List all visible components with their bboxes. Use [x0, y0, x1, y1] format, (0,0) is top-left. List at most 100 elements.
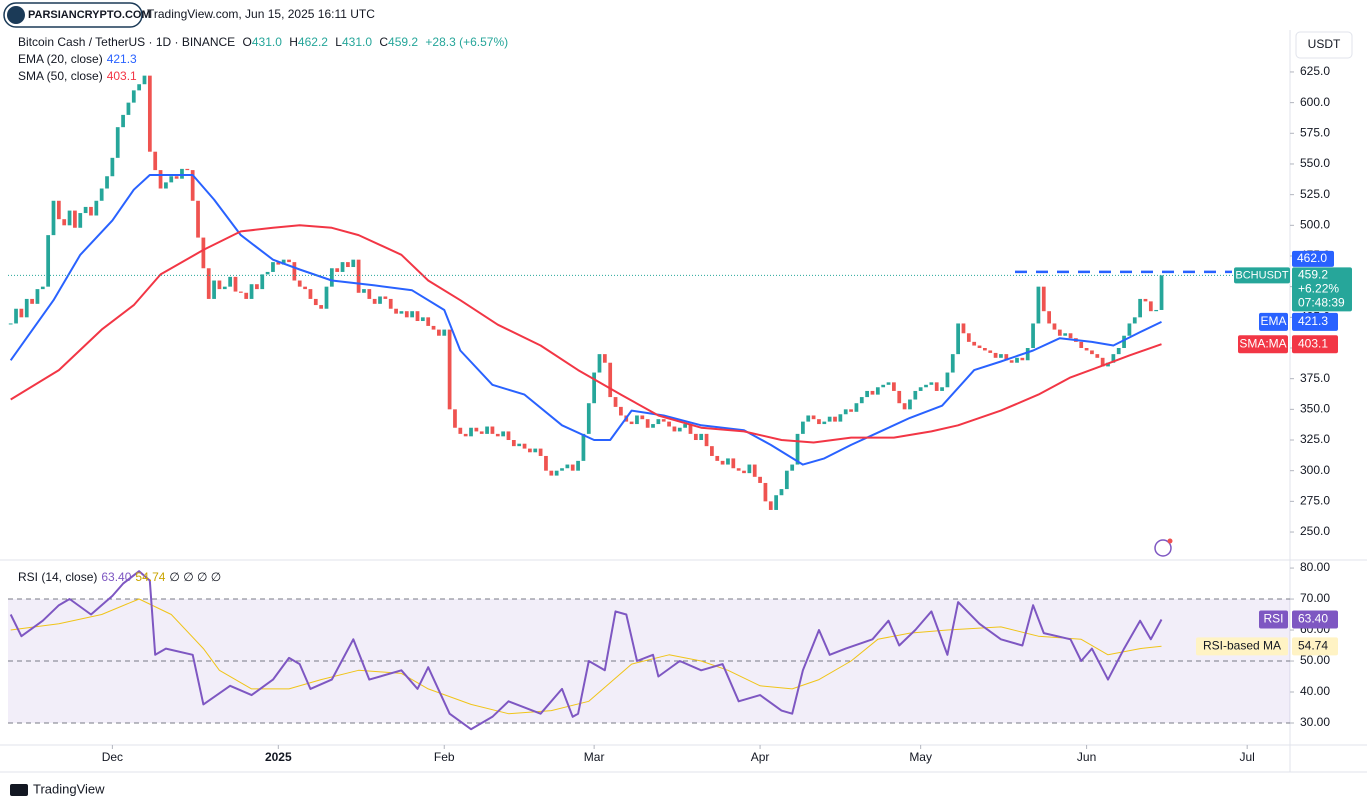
- price-tag: [1292, 637, 1338, 656]
- candle: [1159, 275, 1164, 310]
- tag-name-box: [1196, 637, 1288, 656]
- candle: [934, 382, 939, 391]
- candle: [367, 289, 372, 299]
- x-tick-label: Jun: [1077, 750, 1096, 764]
- h-label: H: [289, 35, 298, 49]
- resistance-tag: [1292, 250, 1334, 267]
- indicator-line: [10, 224, 1162, 444]
- candle: [870, 390, 875, 395]
- candle: [961, 323, 966, 334]
- sma-name: SMA (50, close): [18, 69, 103, 83]
- candle: [827, 416, 832, 422]
- candle: [533, 448, 538, 453]
- candle: [308, 289, 313, 299]
- price-tag-label: 54.74: [1298, 639, 1328, 653]
- symbol-tag-label: BCHUSDT: [1235, 269, 1288, 281]
- candle: [249, 284, 254, 299]
- candle: [73, 210, 77, 228]
- candle: [40, 286, 45, 290]
- candle: [46, 235, 51, 287]
- candle: [1057, 329, 1062, 336]
- candle: [346, 262, 350, 268]
- y-tick-label: 550.0: [1300, 156, 1330, 170]
- candle: [356, 259, 361, 293]
- candle: [908, 399, 912, 410]
- candle: [410, 311, 415, 318]
- rsi-legend: RSI (14, close) 63.40 54.74 ∅ ∅ ∅ ∅: [18, 570, 225, 584]
- candle: [292, 262, 297, 281]
- candle: [212, 280, 216, 299]
- y-tick-label: 80.00: [1300, 560, 1330, 574]
- candle: [180, 168, 184, 179]
- footer-logo: [10, 784, 28, 796]
- symbol-tag: [1234, 267, 1290, 284]
- candle: [89, 206, 93, 216]
- candle: [1068, 333, 1073, 339]
- candle: [849, 409, 853, 412]
- last-change: +6.22%: [1298, 282, 1339, 296]
- y-tick-label: 275.0: [1300, 494, 1330, 508]
- candle: [174, 176, 179, 179]
- candle: [635, 415, 639, 425]
- tag-name-box: [1238, 335, 1288, 354]
- candle: [806, 415, 811, 422]
- candle: [736, 468, 741, 471]
- candle: [747, 464, 752, 474]
- candle: [731, 458, 736, 469]
- price-tag-label: 403.1: [1298, 336, 1328, 350]
- candle: [340, 262, 345, 272]
- candle: [506, 431, 511, 441]
- y-tick-label: 625.0: [1300, 64, 1330, 78]
- candle: [1111, 354, 1116, 363]
- tag-name: RSI-based MA: [1203, 639, 1281, 653]
- candle: [929, 382, 934, 385]
- candle: [619, 406, 623, 416]
- candle: [1095, 354, 1100, 358]
- currency[interactable]: USDT: [1308, 37, 1341, 51]
- candle: [1025, 348, 1030, 361]
- candle: [875, 387, 880, 395]
- candle: [522, 443, 527, 449]
- candle: [265, 271, 270, 275]
- candle: [597, 354, 602, 373]
- candle: [1132, 317, 1137, 324]
- tag-name-box: [1259, 610, 1288, 629]
- y-tick-label: 40.00: [1300, 684, 1330, 698]
- candle: [784, 470, 789, 490]
- candles: [8, 75, 1164, 510]
- candle: [672, 426, 677, 432]
- candle: [913, 390, 918, 400]
- candle: [651, 424, 655, 428]
- candle: [768, 501, 773, 510]
- candle: [1079, 341, 1084, 348]
- candle: [105, 176, 109, 189]
- x-tick-label: Dec: [102, 750, 123, 764]
- candle: [420, 317, 425, 322]
- ema-legend: EMA (20, close) 421.3: [18, 52, 141, 66]
- candle: [667, 421, 671, 427]
- change: +28.3 (+6.57%): [425, 35, 509, 49]
- candle: [538, 448, 543, 456]
- candle: [656, 419, 661, 425]
- candle: [528, 448, 532, 453]
- candle: [1052, 323, 1057, 330]
- candle: [715, 455, 720, 461]
- y-tick-label: 500.0: [1300, 217, 1330, 231]
- candle: [886, 382, 891, 385]
- candle: [565, 464, 570, 469]
- candle: [1063, 333, 1068, 336]
- candle: [378, 296, 382, 304]
- candle: [1122, 335, 1126, 348]
- candle: [383, 296, 388, 299]
- candle: [517, 443, 522, 447]
- candle: [495, 433, 500, 437]
- sma-value: 403.1: [106, 69, 137, 83]
- candle: [892, 382, 896, 391]
- candle: [554, 470, 559, 476]
- alert-icon[interactable]: [1154, 538, 1173, 557]
- candle: [153, 151, 158, 171]
- currency-box[interactable]: [1295, 31, 1353, 59]
- candle: [271, 262, 275, 272]
- candle: [560, 468, 564, 471]
- y-tick-label: 375.0: [1300, 371, 1330, 385]
